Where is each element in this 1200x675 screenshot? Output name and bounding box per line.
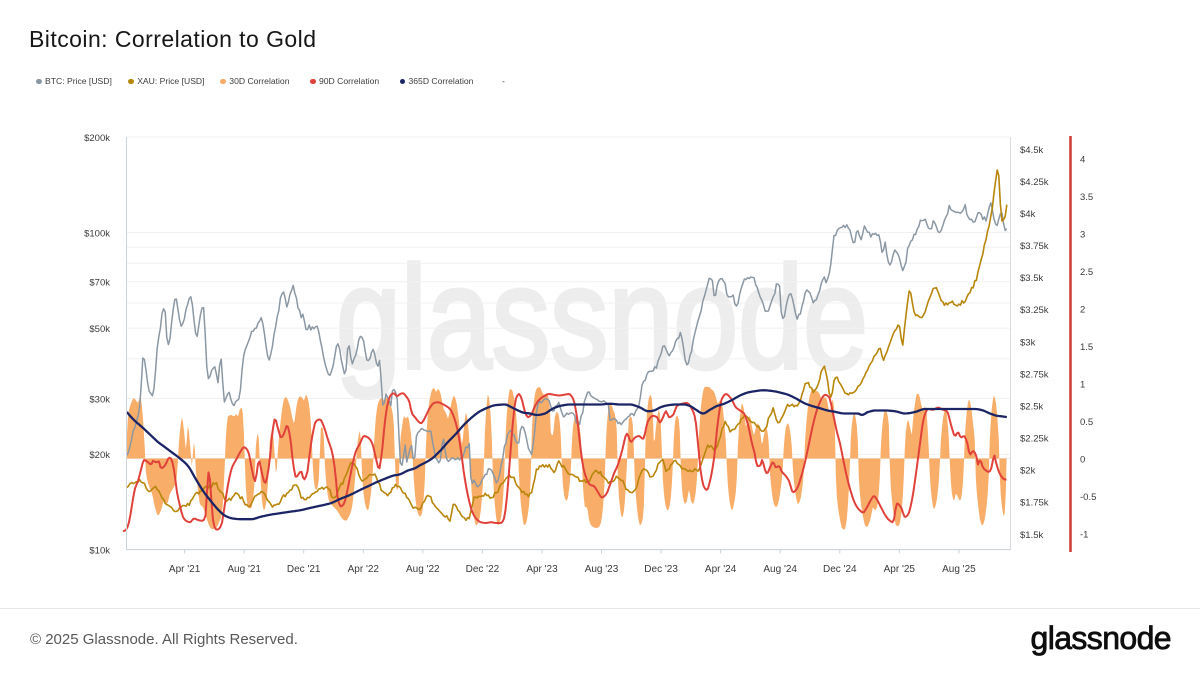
svg-text:Aug '23: Aug '23 [585, 564, 619, 575]
svg-text:-1: -1 [1080, 529, 1088, 540]
svg-text:1.5: 1.5 [1080, 342, 1093, 353]
svg-text:Apr '25: Apr '25 [884, 564, 916, 575]
svg-text:$3.25k: $3.25k [1020, 305, 1049, 316]
svg-text:$200k: $200k [84, 133, 110, 144]
svg-text:Dec '24: Dec '24 [823, 564, 857, 575]
svg-text:Apr '21: Apr '21 [169, 564, 201, 575]
svg-text:Dec '21: Dec '21 [287, 564, 321, 575]
svg-text:$2k: $2k [1020, 466, 1036, 477]
svg-text:Apr '22: Apr '22 [348, 564, 380, 575]
svg-text:$2.5k: $2.5k [1020, 402, 1043, 413]
svg-text:$2.75k: $2.75k [1020, 369, 1049, 380]
svg-text:Dec '23: Dec '23 [644, 564, 678, 575]
svg-text:4: 4 [1080, 154, 1085, 165]
svg-text:$4k: $4k [1020, 209, 1036, 220]
svg-text:$3.75k: $3.75k [1020, 241, 1049, 252]
svg-text:glassnode: glassnode [336, 236, 868, 399]
svg-text:0: 0 [1080, 454, 1085, 465]
svg-text:1: 1 [1080, 379, 1085, 390]
svg-text:Aug '21: Aug '21 [227, 564, 261, 575]
svg-text:3.5: 3.5 [1080, 192, 1093, 203]
svg-text:$2.25k: $2.25k [1020, 434, 1049, 445]
svg-text:$100k: $100k [84, 228, 110, 239]
svg-text:$30k: $30k [89, 394, 110, 405]
svg-text:$3k: $3k [1020, 337, 1036, 348]
svg-text:2.5: 2.5 [1080, 267, 1093, 278]
svg-text:$50k: $50k [89, 324, 110, 335]
svg-text:$4.5k: $4.5k [1020, 145, 1043, 156]
svg-text:$10k: $10k [89, 546, 110, 557]
svg-text:Aug '22: Aug '22 [406, 564, 440, 575]
svg-text:Aug '25: Aug '25 [942, 564, 976, 575]
svg-text:Dec '22: Dec '22 [466, 564, 500, 575]
svg-text:0.5: 0.5 [1080, 417, 1093, 428]
svg-text:$4.25k: $4.25k [1020, 177, 1049, 188]
svg-text:$3.5k: $3.5k [1020, 273, 1043, 284]
svg-text:Aug '24: Aug '24 [763, 564, 797, 575]
svg-text:-0.5: -0.5 [1080, 492, 1096, 503]
svg-text:Apr '24: Apr '24 [705, 564, 737, 575]
svg-text:$20k: $20k [89, 450, 110, 461]
svg-text:2: 2 [1080, 304, 1085, 315]
svg-text:$1.75k: $1.75k [1020, 498, 1049, 509]
svg-text:$1.5k: $1.5k [1020, 530, 1043, 541]
svg-text:$70k: $70k [89, 278, 110, 289]
svg-text:Apr '23: Apr '23 [526, 564, 558, 575]
svg-text:3: 3 [1080, 229, 1085, 240]
